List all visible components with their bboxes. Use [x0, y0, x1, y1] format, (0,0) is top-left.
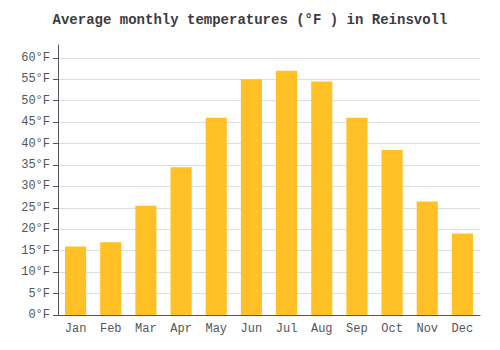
svg-text:55°F: 55°F — [21, 72, 50, 86]
svg-text:Dec: Dec — [452, 322, 474, 336]
svg-text:50°F: 50°F — [21, 94, 50, 108]
svg-text:Mar: Mar — [135, 322, 157, 336]
svg-text:5°F: 5°F — [28, 287, 50, 301]
svg-text:0°F: 0°F — [28, 308, 50, 322]
svg-text:15°F: 15°F — [21, 244, 50, 258]
svg-text:25°F: 25°F — [21, 201, 50, 215]
svg-text:Feb: Feb — [100, 322, 122, 336]
svg-text:10°F: 10°F — [21, 265, 50, 279]
svg-text:Sep: Sep — [346, 322, 368, 336]
svg-text:Aug: Aug — [311, 322, 333, 336]
svg-text:Jan: Jan — [65, 322, 87, 336]
svg-text:Oct: Oct — [381, 322, 403, 336]
svg-text:May: May — [205, 322, 227, 336]
svg-text:45°F: 45°F — [21, 115, 50, 129]
svg-text:30°F: 30°F — [21, 179, 50, 193]
svg-text:20°F: 20°F — [21, 222, 50, 236]
svg-text:Apr: Apr — [170, 322, 192, 336]
svg-text:35°F: 35°F — [21, 158, 50, 172]
svg-text:40°F: 40°F — [21, 137, 50, 151]
svg-text:Jul: Jul — [276, 322, 298, 336]
svg-text:Nov: Nov — [416, 322, 438, 336]
svg-text:60°F: 60°F — [21, 51, 50, 65]
svg-text:Jun: Jun — [241, 322, 263, 336]
svg-text:Average monthly temperatures (: Average monthly temperatures (°F ) in Re… — [53, 12, 448, 28]
